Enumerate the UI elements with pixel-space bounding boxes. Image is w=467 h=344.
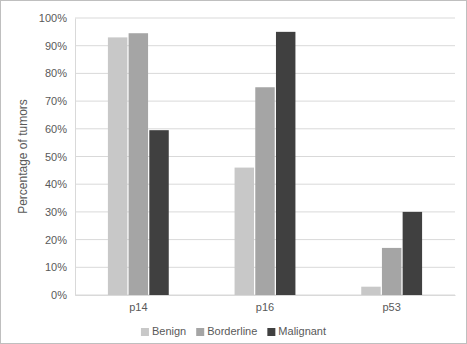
y-tick: 90% [45,40,75,52]
bar [361,287,380,295]
x-axis-line [76,295,456,296]
legend-label: Benign [152,325,186,337]
bar [255,87,274,295]
frame [1,1,467,344]
bar [235,168,254,295]
y-tick: 100% [39,12,75,24]
y-tick: 0% [51,289,75,301]
y-axis-line [75,19,76,296]
bar [108,37,127,295]
y-tick-label: 20% [45,234,67,246]
grid [75,18,455,295]
y-tick: 20% [45,234,75,246]
bar [276,32,295,295]
legend-swatch [141,328,149,336]
y-tick: 70% [45,95,75,107]
x-tick: p16 [256,295,274,313]
y-tick: 40% [45,178,75,190]
bar [403,212,422,295]
legend-label: Malignant [278,325,326,337]
x-tick: p53 [382,295,400,313]
y-tick: 10% [45,261,75,273]
bar [149,130,168,295]
legend-label: Borderline [207,325,257,337]
x-axis: p14 p16 p53 [76,295,456,313]
x-tick-label: p14 [129,301,147,313]
grid-line [75,18,455,19]
bar [382,248,401,295]
y-tick: 60% [45,123,75,135]
legend-swatch [196,328,204,336]
legend-item: Benign [141,325,186,337]
bar-series [149,32,422,295]
y-tick: 80% [45,67,75,79]
y-tick-label: 90% [45,40,67,52]
bar [129,33,148,295]
legend: Benign Borderline Malignant [141,325,326,337]
legend-item: Borderline [196,325,257,337]
legend-swatch [267,328,275,336]
y-tick-label: 0% [51,289,67,301]
y-tick-label: 50% [45,151,67,163]
y-axis-title: Percentage of tumors [16,99,30,214]
y-tick-label: 100% [39,12,67,24]
x-tick-label: p53 [382,301,400,313]
y-tick: 50% [45,151,75,163]
legend-item: Malignant [267,325,326,337]
y-tick-label: 60% [45,123,67,135]
y-tick-label: 30% [45,206,67,218]
y-tick-label: 80% [45,67,67,79]
y-tick: 30% [45,206,75,218]
plot: 0%10%20%30%40%50%60%70%80%90%100%p14p16p… [39,12,456,313]
y-tick-label: 10% [45,261,67,273]
y-tick-label: 70% [45,95,67,107]
y-axis: 0% 10% 20% 30% 40% 50% 60% 70% 80% 90% 100% [39,12,76,301]
bars [108,32,422,295]
x-tick-label: p16 [256,301,274,313]
bar-series [108,37,381,295]
x-tick: p14 [129,295,147,313]
y-tick-label: 40% [45,178,67,190]
bar-series [129,33,402,295]
chart: 0%10%20%30%40%50%60%70%80%90%100%p14p16p… [0,0,467,344]
